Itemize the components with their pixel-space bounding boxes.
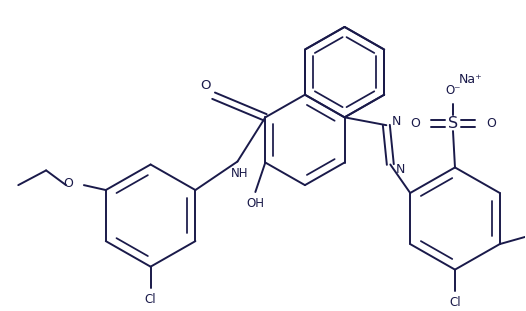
Text: N: N [396,163,405,176]
Text: O: O [486,117,495,130]
Text: Na⁺: Na⁺ [459,73,483,86]
Text: OH: OH [246,197,265,210]
Text: O: O [63,177,73,190]
Text: Cl: Cl [145,293,156,306]
Text: NH: NH [231,167,248,180]
Text: Cl: Cl [449,295,461,309]
Text: N: N [391,115,401,128]
Text: O⁻: O⁻ [445,84,461,97]
Text: O: O [200,79,211,92]
Text: O: O [410,117,420,130]
Text: S: S [448,116,458,131]
